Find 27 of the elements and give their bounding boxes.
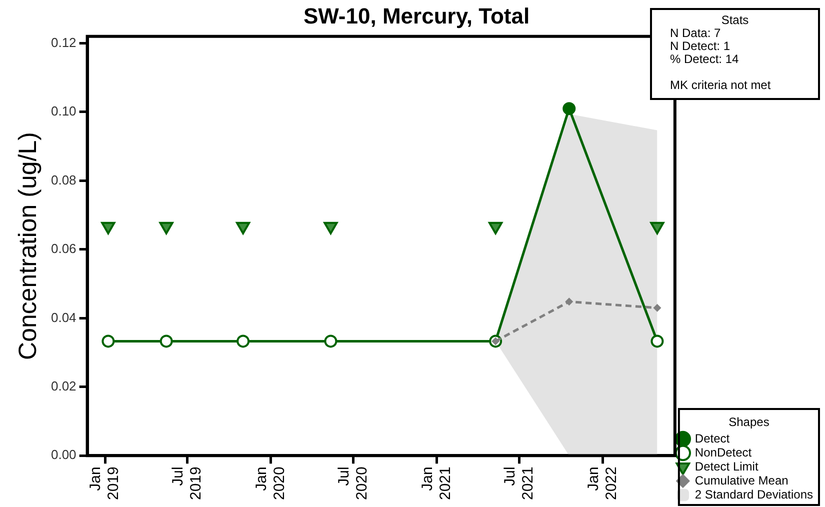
x-tick-label: Jul 2020	[336, 466, 371, 500]
legend-label: Detect	[694, 431, 730, 446]
legend-label: 2 Standard Deviations	[694, 487, 814, 502]
x-tick-label: Jan 2022	[584, 466, 620, 500]
chart-title: SW-10, Mercury, Total	[303, 3, 530, 28]
y-axis-title: Concentration (ug/L)	[14, 132, 42, 360]
legend-label: Cumulative Mean	[694, 473, 788, 488]
x-tick-label: Jul 2019	[169, 466, 204, 500]
y-tick-label: 0.04	[50, 310, 76, 325]
annotation: % Detect: 14	[669, 52, 740, 66]
text: Stats	[721, 13, 749, 27]
legend-label: Detect Limit	[694, 459, 759, 474]
y-tick-label: 0.06	[50, 241, 76, 256]
annotation: MK criteria not met	[669, 78, 772, 92]
x-tick-label: Jan 2019	[87, 466, 122, 500]
y-tick-label: 0.12	[50, 34, 76, 50]
annotation: N Data: 7	[669, 26, 722, 40]
x-tick-label: Jul 2021	[501, 466, 536, 500]
y-tick-label: 0.10	[50, 104, 76, 119]
legend-label: NonDetect	[694, 445, 752, 460]
y-tick-label: 0.02	[50, 378, 76, 394]
y-tick-label: 0.08	[50, 172, 76, 188]
annotation: N Detect: 1	[669, 39, 732, 53]
x-tick-label: Jan 2021	[419, 466, 454, 500]
x-tick-label: Jan 2020	[252, 466, 288, 500]
legend-title: Shapes	[728, 414, 770, 429]
y-tick-label: 0.00	[50, 447, 76, 462]
